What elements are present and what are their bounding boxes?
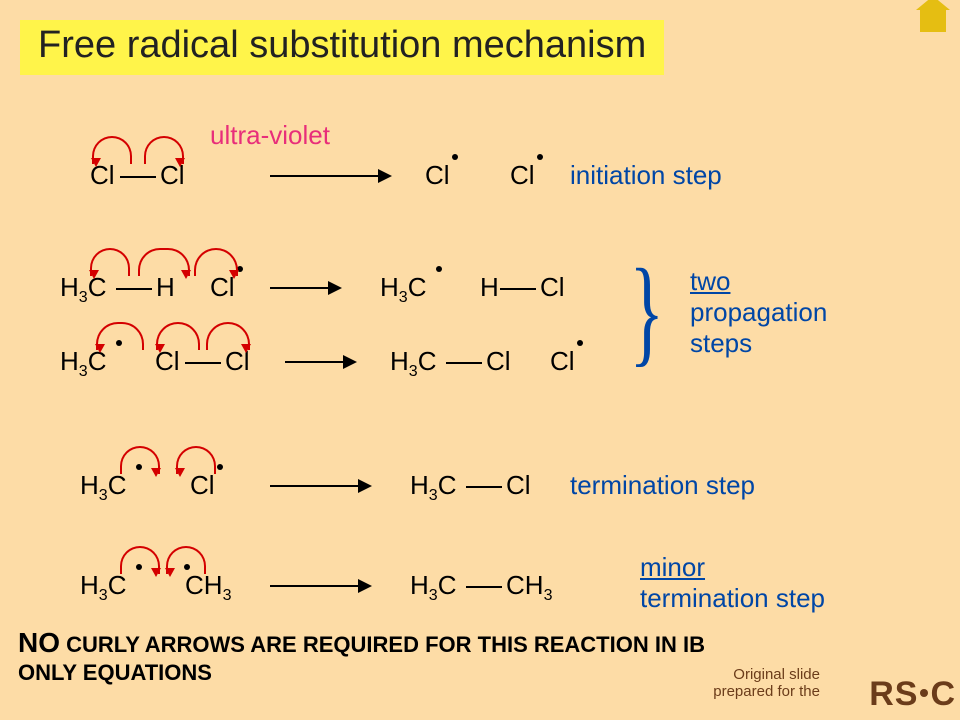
atom-h: H [480, 272, 499, 303]
mol-h3c: H3C [410, 470, 456, 505]
brace-icon: } [630, 242, 665, 380]
minor-label: minor [640, 552, 705, 582]
hook-arrow [144, 136, 184, 164]
mol-h3c: H3C [80, 470, 126, 505]
atom-h: H [156, 272, 175, 303]
termination-label: termination step [570, 470, 755, 501]
bond [466, 586, 502, 588]
bond [466, 486, 502, 488]
bond [120, 176, 156, 178]
prop-label: propagation [690, 297, 827, 327]
credit-text: Original slide prepared for the [713, 667, 820, 700]
h: H [380, 272, 399, 302]
minor-termination-label: minor termination step [640, 552, 825, 614]
atom-cl: Cl [190, 470, 215, 501]
c: C [418, 346, 437, 376]
radical-dot [436, 266, 442, 272]
home-icon[interactable] [920, 10, 946, 32]
c: C [108, 570, 127, 600]
termination-row: H3C Cl H3C Cl [80, 470, 880, 530]
c: C [108, 470, 127, 500]
radical-dot [577, 340, 583, 346]
initiation-row: Cl Cl Cl Cl [90, 160, 890, 220]
atom-cl: Cl [550, 346, 575, 377]
reaction-arrow [285, 361, 355, 363]
reaction-arrow [270, 485, 370, 487]
h: H [60, 272, 79, 302]
atom-cl: Cl [540, 272, 565, 303]
mol-h3c: H3C [390, 346, 436, 381]
sub3: 3 [544, 587, 553, 604]
rsc-logo: RSC [869, 675, 956, 714]
hook-arrow [166, 546, 206, 574]
atom-cl: Cl [506, 470, 531, 501]
reaction-arrow [270, 287, 340, 289]
bond [116, 288, 152, 290]
sub3: 3 [99, 487, 108, 504]
h: H [390, 346, 409, 376]
reaction-arrow [270, 175, 390, 177]
sub3: 3 [79, 289, 88, 306]
mol-h3c: H3C [80, 570, 126, 605]
hook-arrow [194, 248, 238, 276]
bond [500, 288, 536, 290]
c: C [408, 272, 427, 302]
mol-h3c: H3C [410, 570, 456, 605]
h: H [410, 470, 429, 500]
c: C [185, 570, 204, 600]
hook-arrow [138, 248, 190, 276]
initiation-label: initiation step [570, 160, 722, 191]
h: H [80, 470, 99, 500]
c: C [438, 470, 457, 500]
mol-h3c: H3C [60, 272, 106, 307]
hook-arrow [92, 136, 132, 164]
atom-cl: Cl [486, 346, 511, 377]
atom-cl: Cl [510, 160, 535, 191]
sub3: 3 [223, 587, 232, 604]
bond [185, 362, 221, 364]
h: H [410, 570, 429, 600]
sub3: 3 [409, 363, 418, 380]
sub3: 3 [399, 289, 408, 306]
credit-line2: prepared for the [713, 683, 820, 700]
hook-arrow [120, 546, 160, 574]
sub3: 3 [99, 587, 108, 604]
mol-ch3: CH3 [506, 570, 552, 605]
termstep-label: termination step [640, 583, 825, 613]
page-title: Free radical substitution mechanism [20, 20, 664, 75]
atom-cl: Cl [425, 160, 450, 191]
mol-ch3: CH3 [185, 570, 231, 605]
note-big: NO [18, 627, 60, 658]
h: H [525, 570, 544, 600]
sub3: 3 [429, 487, 438, 504]
mol-h3c: H3C [380, 272, 426, 307]
hook-arrow [176, 446, 216, 474]
h: H [60, 346, 79, 376]
hook-arrow [90, 248, 130, 276]
c: C [438, 570, 457, 600]
two-label: two [690, 266, 730, 296]
reaction-arrow [270, 585, 370, 587]
note-rest: CURLY ARROWS ARE REQUIRED FOR THIS REACT… [18, 632, 705, 685]
bond [446, 362, 482, 364]
radical-dot [537, 154, 543, 160]
radical-dot [452, 154, 458, 160]
h: H [204, 570, 223, 600]
h: H [80, 570, 99, 600]
footer-note: NO CURLY ARROWS ARE REQUIRED FOR THIS RE… [18, 626, 738, 686]
credit-line1: Original slide [733, 666, 820, 683]
uv-label: ultra-violet [210, 120, 330, 151]
steps-label: steps [690, 328, 752, 358]
propagation-label: two propagation steps [690, 266, 827, 360]
sub3: 3 [429, 587, 438, 604]
sub3: 3 [79, 363, 88, 380]
hook-arrow [120, 446, 160, 474]
c: C [506, 570, 525, 600]
radical-dot [217, 464, 223, 470]
